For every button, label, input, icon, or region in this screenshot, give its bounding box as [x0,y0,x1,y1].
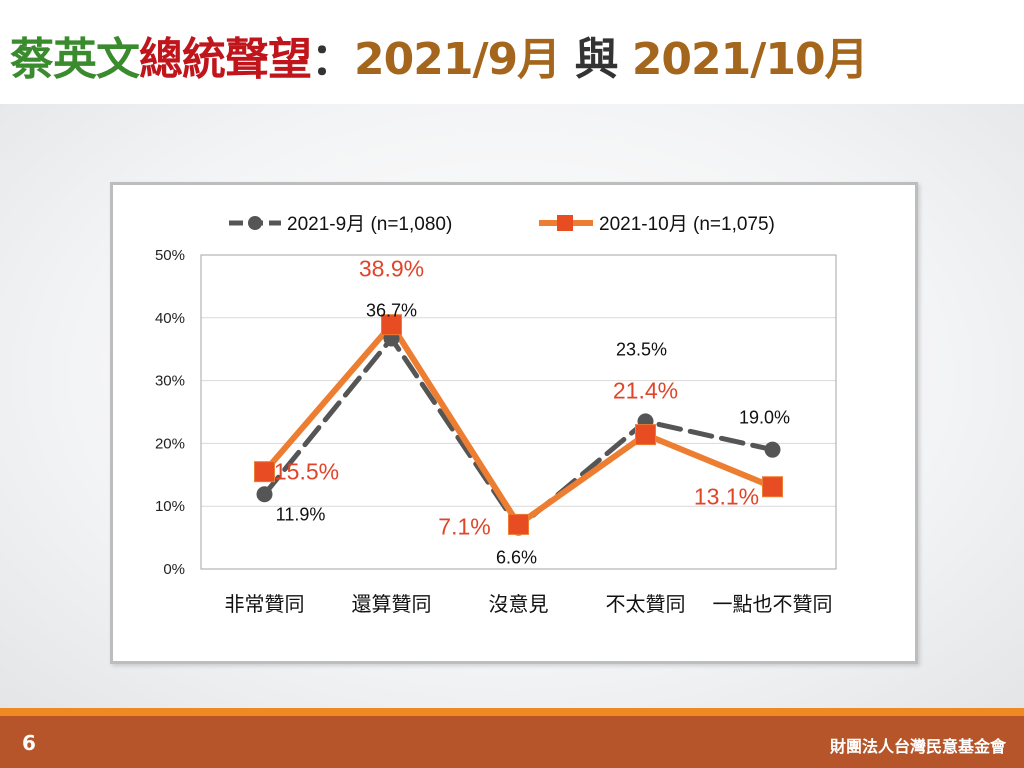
title-conjunction: 與 [574,34,618,85]
title-period-1: 2021/9月 [354,34,561,85]
page-title: 蔡英文總統聲望：2021/9月 與 2021/10月 [10,30,869,90]
marker-2021-9 [764,441,781,458]
data-label-2021-9: 36.7% [366,301,417,321]
data-label-2021-10: 38.9% [359,256,424,282]
organization-name: 財團法人台灣民意基金會 [829,737,1006,756]
y-tick-label: 10% [155,498,185,515]
data-label-2021-9: 11.9% [276,504,326,524]
plot-border [200,254,837,570]
data-label-2021-9: 19.0% [739,408,790,428]
data-label-2021-10: 7.1% [438,513,490,539]
marker-2021-10 [254,461,275,483]
y-tick-label: 0% [163,561,185,578]
marker-2021-10 [381,314,402,336]
title-name: 蔡英文 [10,34,140,85]
x-tick-label: 非常贊同 [225,593,305,616]
title-topic: 總統聲望 [139,34,312,85]
x-tick-label: 一點也不贊同 [713,593,833,616]
chart-panel: 0% 10% 20% 30% 40% 50% 非常贊同 還算贊同 沒意見 不太贊同 一點也不贊同 11… [110,182,918,664]
footer-bar [0,716,1024,768]
y-tick-label: 20% [155,435,185,452]
x-tick-label: 不太贊同 [606,593,686,616]
data-label-2021-10: 13.1% [694,484,759,510]
legend-label-2021-10: 2021-10月 (n=1,075) [599,214,775,235]
title-separator: ： [311,34,355,85]
page-number: 6 [22,731,36,755]
y-tick-label: 40% [155,310,185,327]
marker-2021-10 [508,513,529,535]
legend-label-2021-9: 2021-9月 (n=1,080) [287,214,452,235]
y-tick-label: 50% [155,247,185,264]
marker-2021-10 [635,424,656,446]
footer-accent-line [0,708,1024,716]
marker-2021-9 [256,486,273,503]
data-label-2021-10: 15.5% [274,459,339,485]
title-period-2: 2021/10月 [631,34,869,85]
legend-marker-2021-9 [248,216,262,230]
data-label-2021-10: 21.4% [613,378,678,404]
y-tick-label: 30% [155,373,185,390]
legend-marker-2021-10 [557,215,573,231]
data-label-2021-9: 6.6% [496,548,537,568]
marker-2021-10 [762,476,783,498]
x-tick-label: 還算贊同 [352,593,432,616]
x-tick-label: 沒意見 [489,593,549,616]
data-label-2021-9: 23.5% [616,339,667,359]
title-bar: 蔡英文總統聲望：2021/9月 與 2021/10月 [0,0,1024,104]
line-chart: 0% 10% 20% 30% 40% 50% 非常贊同 還算贊同 沒意見 不太贊同 一點也不贊同 11… [155,214,837,616]
